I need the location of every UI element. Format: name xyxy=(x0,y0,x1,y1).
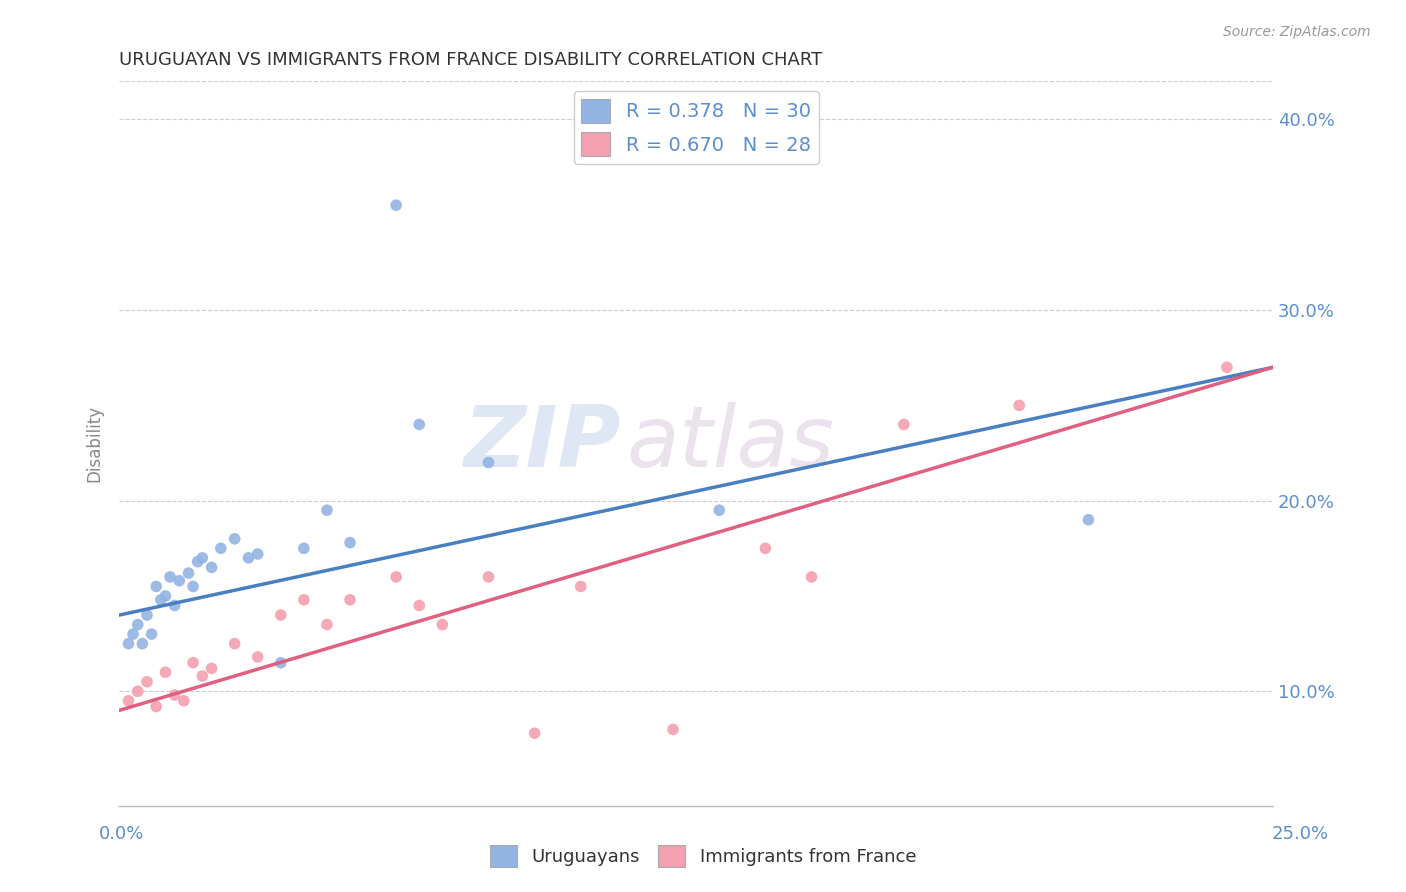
Text: 25.0%: 25.0% xyxy=(1271,825,1329,843)
Point xyxy=(177,566,200,580)
Point xyxy=(246,650,269,665)
Point xyxy=(385,198,408,212)
Point xyxy=(173,694,195,708)
Point xyxy=(339,592,361,607)
Point xyxy=(141,627,163,641)
Point xyxy=(432,617,454,632)
Point xyxy=(339,535,361,549)
Point xyxy=(136,674,159,689)
Point xyxy=(191,669,214,683)
Point xyxy=(155,589,177,603)
Point xyxy=(163,599,186,613)
Point xyxy=(145,579,167,593)
Point xyxy=(1008,398,1031,412)
Point xyxy=(117,694,139,708)
Point xyxy=(408,417,430,432)
Point xyxy=(238,550,260,565)
Point xyxy=(316,503,339,517)
Point xyxy=(181,579,204,593)
Point xyxy=(477,570,499,584)
Point xyxy=(200,560,222,574)
Point xyxy=(477,456,499,470)
Point xyxy=(136,608,159,623)
Point xyxy=(127,617,149,632)
Point xyxy=(145,699,167,714)
Point xyxy=(246,547,269,561)
Point xyxy=(159,570,181,584)
Point xyxy=(800,570,823,584)
Point xyxy=(117,637,139,651)
Point xyxy=(662,723,685,737)
Point xyxy=(292,541,315,556)
Point xyxy=(224,532,246,546)
Point xyxy=(191,550,214,565)
Point xyxy=(163,688,186,702)
Point xyxy=(1077,513,1099,527)
Point xyxy=(270,656,292,670)
Text: ZIP: ZIP xyxy=(464,402,621,485)
Point xyxy=(569,579,592,593)
Text: Source: ZipAtlas.com: Source: ZipAtlas.com xyxy=(1223,25,1371,39)
Point xyxy=(893,417,915,432)
Legend: Uruguayans, Immigrants from France: Uruguayans, Immigrants from France xyxy=(482,838,924,874)
Text: 0.0%: 0.0% xyxy=(98,825,143,843)
Point xyxy=(200,661,222,675)
Point xyxy=(169,574,191,588)
Point xyxy=(149,592,172,607)
Point xyxy=(316,617,339,632)
Point xyxy=(523,726,546,740)
Point xyxy=(131,637,153,651)
Point xyxy=(224,637,246,651)
Point xyxy=(1216,360,1239,375)
Point xyxy=(754,541,776,556)
Point xyxy=(385,570,408,584)
Y-axis label: Disability: Disability xyxy=(86,405,103,482)
Point xyxy=(292,592,315,607)
Point xyxy=(709,503,731,517)
Text: URUGUAYAN VS IMMIGRANTS FROM FRANCE DISABILITY CORRELATION CHART: URUGUAYAN VS IMMIGRANTS FROM FRANCE DISA… xyxy=(120,51,823,69)
Point xyxy=(270,608,292,623)
Point xyxy=(181,656,204,670)
Point xyxy=(187,555,209,569)
Point xyxy=(127,684,149,698)
Text: atlas: atlas xyxy=(627,402,835,485)
Legend: R = 0.378   N = 30, R = 0.670   N = 28: R = 0.378 N = 30, R = 0.670 N = 28 xyxy=(574,91,818,164)
Point xyxy=(209,541,232,556)
Point xyxy=(408,599,430,613)
Point xyxy=(122,627,145,641)
Point xyxy=(155,665,177,680)
